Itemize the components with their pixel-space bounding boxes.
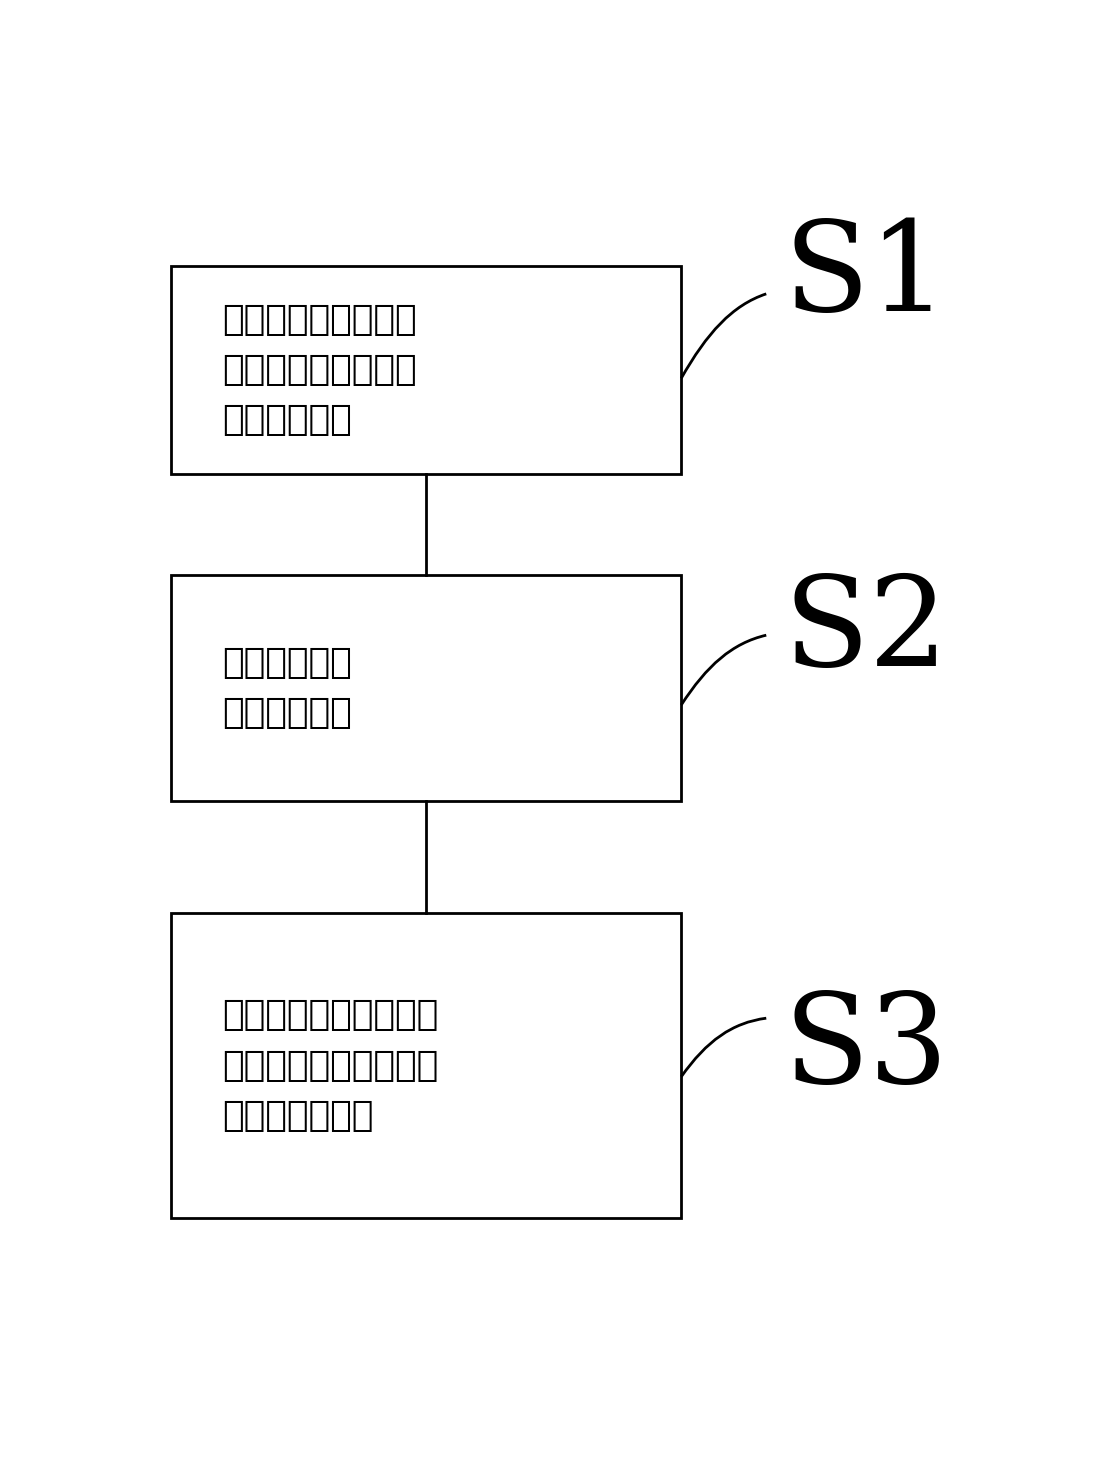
- Bar: [171, 575, 681, 800]
- Bar: [171, 266, 681, 474]
- Text: S1: S1: [783, 217, 949, 338]
- Text: S3: S3: [783, 988, 949, 1109]
- Text: 对浇注成型后的光弹性
模型进行固化后，拆模
取出光弹性模型: 对浇注成型后的光弹性 模型进行固化后，拆模 取出光弹性模型: [222, 998, 439, 1132]
- Bar: [171, 913, 681, 1217]
- Text: 按照预定的重量比对
光弹性模型的浇注原
材料进行配料: 按照预定的重量比对 光弹性模型的浇注原 材料进行配料: [222, 303, 417, 437]
- Text: S2: S2: [783, 571, 949, 692]
- Text: 对光弹性模型
进行浇注成型: 对光弹性模型 进行浇注成型: [222, 647, 352, 730]
